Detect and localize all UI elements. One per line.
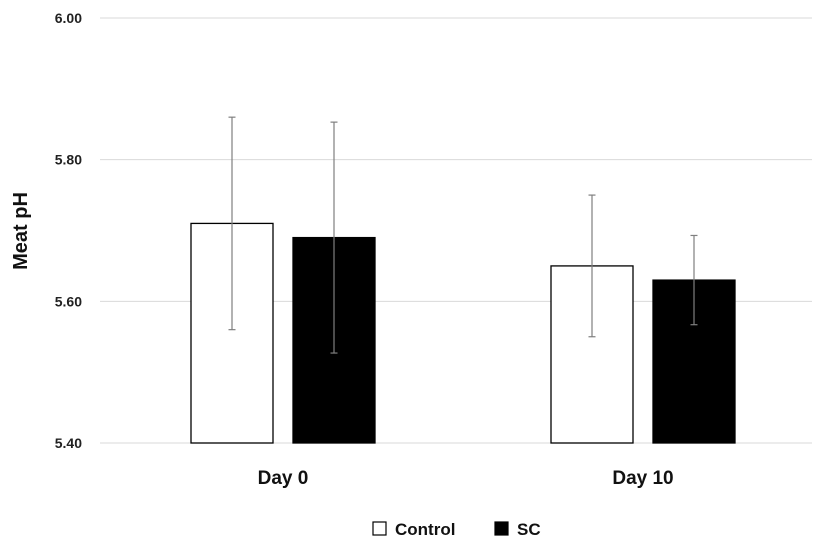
legend: Control SC — [372, 520, 541, 539]
x-category-labels: Day 0 Day 10 — [258, 468, 674, 489]
y-tick-label: 5.80 — [55, 152, 82, 168]
y-tick-label: 6.00 — [55, 10, 82, 26]
legend-swatch — [494, 521, 509, 536]
legend-label: SC — [517, 520, 541, 539]
legend-swatch — [372, 521, 387, 536]
y-tick-labels: 5.40 5.60 5.80 6.00 — [55, 10, 82, 451]
x-category-label: Day 0 — [258, 468, 309, 489]
x-category-label: Day 10 — [612, 468, 673, 489]
legend-label: Control — [395, 520, 455, 539]
y-tick-label: 5.40 — [55, 435, 82, 451]
y-axis-title: Meat pH — [10, 192, 32, 270]
bars — [190, 222, 736, 444]
y-tick-label: 5.60 — [55, 293, 82, 309]
error-bars — [228, 116, 698, 354]
